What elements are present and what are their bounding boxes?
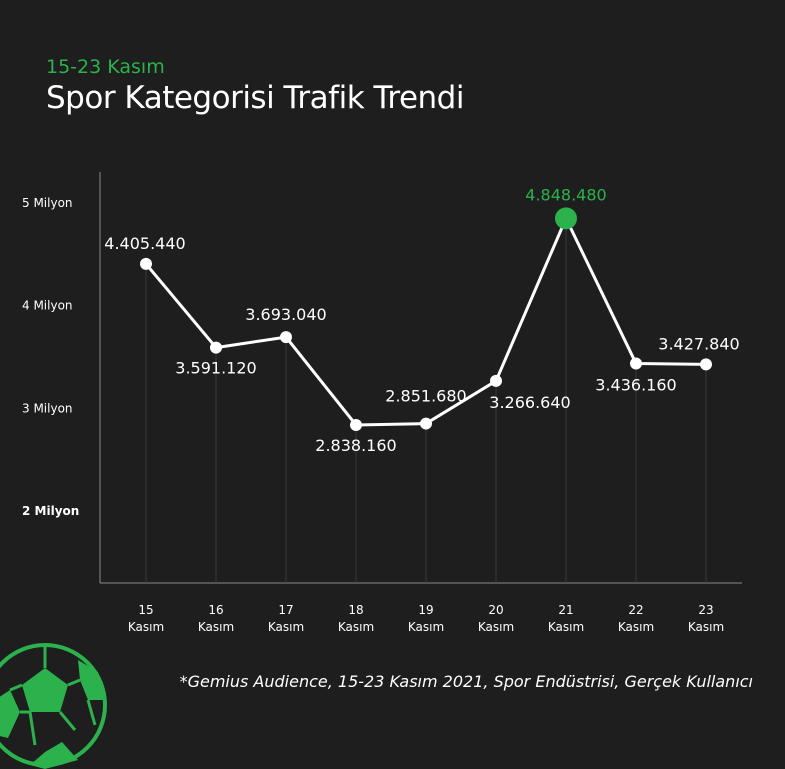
x-tick-label: 23 bbox=[698, 603, 713, 617]
data-point bbox=[210, 341, 222, 354]
data-label: 4.848.480 bbox=[525, 185, 606, 204]
x-tick-label: 22 bbox=[628, 603, 643, 617]
x-tick-sublabel: Kasım bbox=[198, 620, 234, 634]
x-tick-label: 16 bbox=[208, 603, 223, 617]
data-point bbox=[630, 357, 642, 370]
data-label: 2.838.160 bbox=[315, 436, 396, 455]
chart-subtitle: 15-23 Kasım bbox=[46, 56, 165, 78]
data-label: 4.405.440 bbox=[104, 234, 185, 253]
data-label: 3.427.840 bbox=[658, 334, 739, 353]
y-tick-label: 3 Milyon bbox=[22, 401, 73, 415]
data-point bbox=[280, 331, 292, 344]
data-label: 3.693.040 bbox=[245, 305, 326, 324]
data-point bbox=[490, 374, 502, 387]
data-point bbox=[420, 417, 432, 430]
data-label: 2.851.680 bbox=[385, 387, 466, 406]
y-tick-label: 2 Milyon bbox=[22, 504, 79, 518]
x-tick-label: 18 bbox=[348, 603, 363, 617]
soccer-ball-icon bbox=[0, 643, 107, 769]
x-tick-sublabel: Kasım bbox=[688, 620, 724, 634]
data-point bbox=[700, 358, 712, 371]
data-point bbox=[140, 257, 152, 270]
data-label: 3.266.640 bbox=[489, 393, 570, 412]
x-tick-label: 15 bbox=[138, 603, 153, 617]
x-tick-sublabel: Kasım bbox=[548, 620, 584, 634]
x-tick-sublabel: Kasım bbox=[128, 620, 164, 634]
y-tick-label: 4 Milyon bbox=[22, 299, 73, 313]
y-tick-label: 5 Milyon bbox=[22, 196, 73, 210]
chart-title: Spor Kategorisi Trafik Trendi bbox=[46, 80, 464, 116]
x-tick-sublabel: Kasım bbox=[268, 620, 304, 634]
x-tick-sublabel: Kasım bbox=[618, 620, 654, 634]
x-tick-label: 19 bbox=[418, 603, 433, 617]
x-tick-label: 21 bbox=[558, 603, 573, 617]
x-tick-sublabel: Kasım bbox=[408, 620, 444, 634]
x-tick-label: 20 bbox=[488, 603, 503, 617]
data-label: 3.436.160 bbox=[595, 376, 676, 395]
x-tick-sublabel: Kasım bbox=[338, 620, 374, 634]
data-point bbox=[350, 418, 362, 431]
x-tick-sublabel: Kasım bbox=[478, 620, 514, 634]
x-tick-label: 17 bbox=[278, 603, 293, 617]
source-note: *Gemius Audience, 15-23 Kasım 2021, Spor… bbox=[179, 672, 753, 691]
data-label: 3.591.120 bbox=[175, 359, 256, 378]
data-point-highlight bbox=[555, 207, 577, 230]
